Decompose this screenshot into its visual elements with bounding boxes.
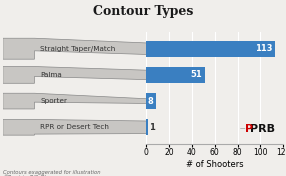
Polygon shape (3, 67, 146, 83)
Polygon shape (3, 38, 146, 59)
Text: Palma: Palma (40, 72, 62, 78)
Text: Contour Types: Contour Types (93, 5, 193, 18)
Text: ©PrecisionRifleBlog.com: ©PrecisionRifleBlog.com (3, 174, 63, 176)
Text: —: — (239, 126, 245, 131)
Bar (146, 93, 156, 109)
Text: 51: 51 (190, 70, 202, 79)
Bar (146, 67, 204, 83)
Bar (146, 119, 148, 135)
Bar (146, 41, 275, 57)
Text: PRB: PRB (250, 124, 275, 134)
Text: Straight Taper/Match: Straight Taper/Match (40, 46, 116, 52)
Text: RPR or Desert Tech: RPR or Desert Tech (40, 124, 109, 130)
Text: P: P (245, 124, 253, 134)
X-axis label: # of Shooters: # of Shooters (186, 160, 244, 169)
Text: 8: 8 (148, 97, 153, 106)
Text: Contours exaggerated for illustration: Contours exaggerated for illustration (3, 170, 100, 175)
Text: 1: 1 (149, 123, 155, 132)
Text: Sporter: Sporter (40, 98, 67, 104)
Polygon shape (3, 93, 146, 109)
Polygon shape (3, 120, 146, 135)
Text: 113: 113 (255, 44, 273, 53)
